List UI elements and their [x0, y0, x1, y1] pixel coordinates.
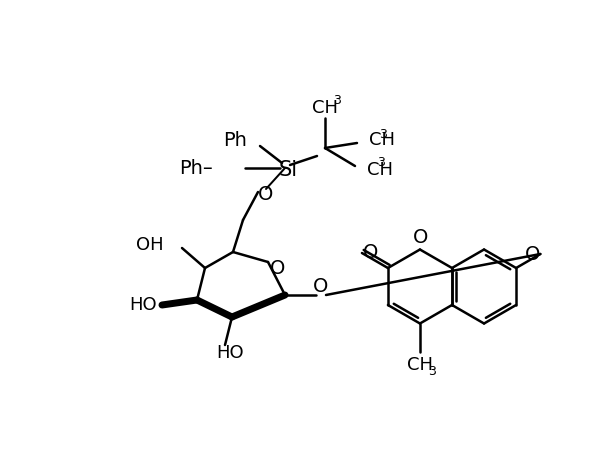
Text: 3: 3: [377, 157, 385, 169]
Text: Si: Si: [278, 160, 298, 180]
Text: O: O: [363, 244, 379, 262]
Text: CH: CH: [369, 131, 395, 149]
Text: CH: CH: [312, 99, 338, 117]
Text: 3: 3: [333, 95, 341, 108]
Text: O: O: [524, 245, 540, 264]
Text: Ph: Ph: [223, 130, 247, 149]
Text: Ph–: Ph–: [179, 159, 213, 178]
Text: CH: CH: [367, 161, 393, 179]
Text: HO: HO: [216, 344, 244, 362]
Text: O: O: [413, 228, 429, 247]
Text: CH: CH: [407, 357, 433, 375]
Text: OH: OH: [136, 236, 164, 254]
Text: O: O: [270, 258, 286, 278]
Text: O: O: [313, 278, 328, 297]
Text: 3: 3: [428, 365, 436, 378]
Text: 3: 3: [379, 128, 387, 140]
Text: O: O: [258, 186, 274, 205]
Text: HO: HO: [130, 296, 157, 314]
